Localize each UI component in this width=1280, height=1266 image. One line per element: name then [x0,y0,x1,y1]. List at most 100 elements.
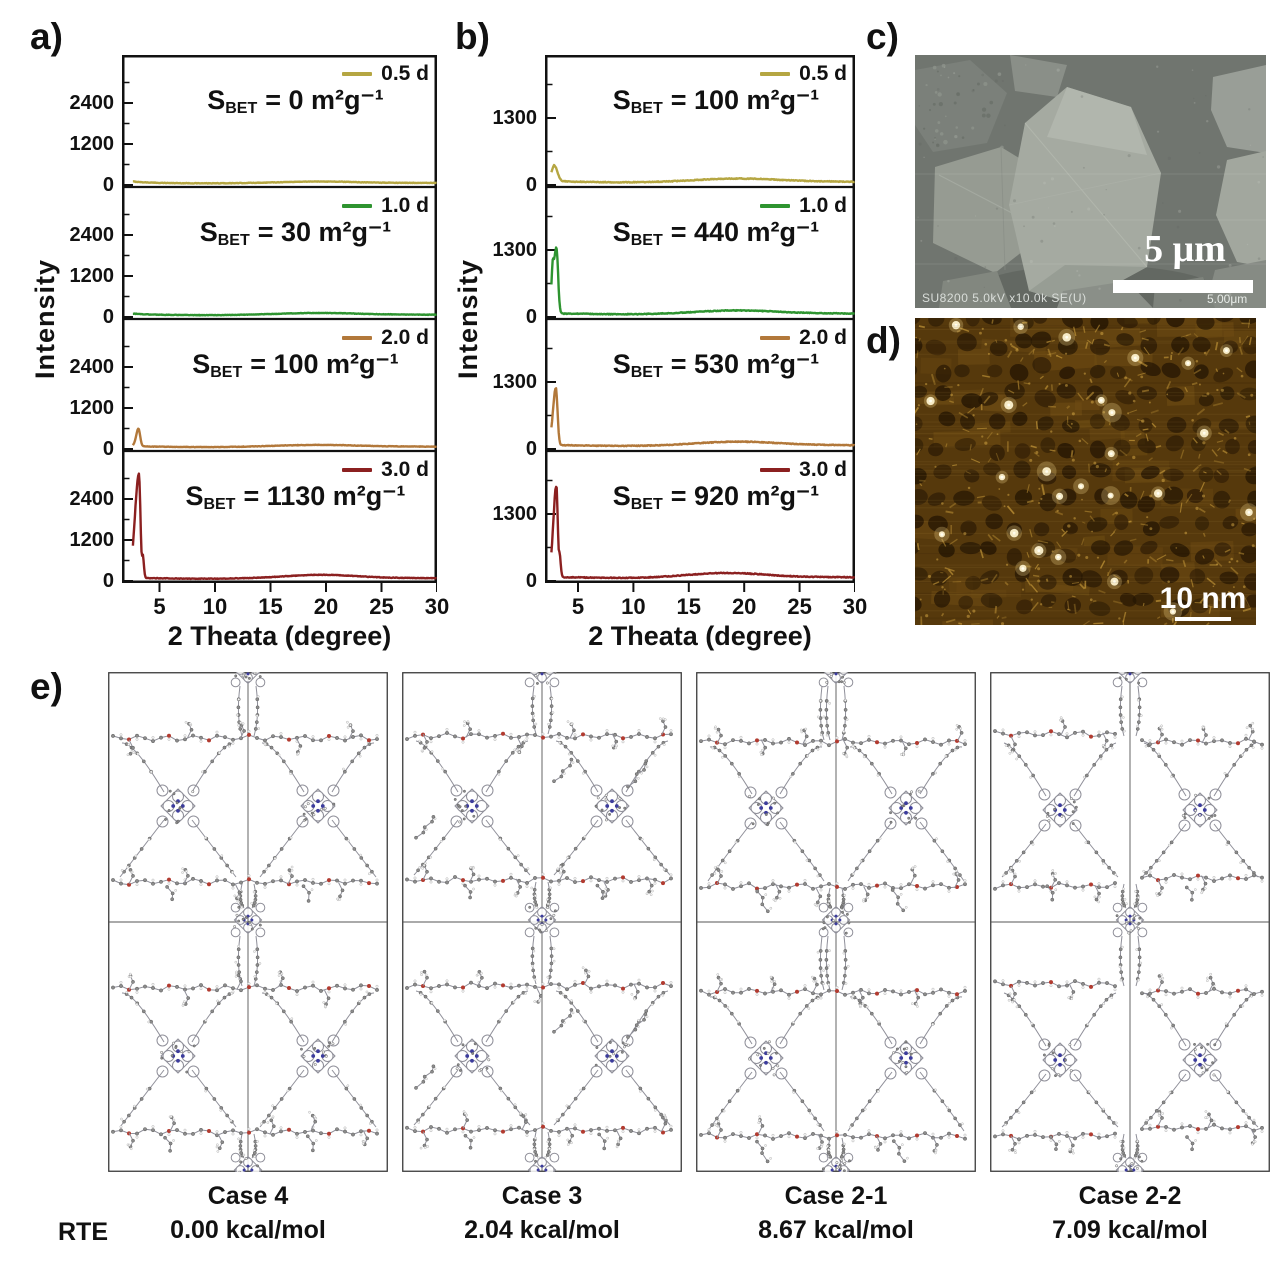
sbet-value: = 1130 m²g⁻¹ [243,481,406,511]
y-axis-label: Intensity [30,258,60,380]
structure-case-4 [108,652,388,1188]
y-tick-label: 0 [102,570,114,592]
sbet-value: = 530 m²g⁻¹ [670,349,820,379]
legend-label: 0.5 d [799,62,847,85]
sbet-annotation: SBET = 100 m²g⁻¹ [158,349,433,382]
y-tick-label: 1200 [69,397,115,419]
structure-case-3 [402,652,682,1188]
stm-image: 10 nm [897,301,1275,631]
y-tick-label: 1300 [492,107,538,129]
sbet-s: S [199,217,218,247]
legend-swatch [342,72,373,76]
x-tick-label: 15 [676,594,702,619]
sem-scale-bar [1113,280,1253,293]
stm-scale-text: 10 nm [1159,582,1247,615]
sbet-annotation: SBET = 0 m²g⁻¹ [158,85,433,118]
x-tick-label: 25 [369,594,394,619]
x-tick-label: 20 [313,594,339,619]
x-tick-label: 30 [842,594,868,619]
xrd-plot-area [122,55,438,602]
stm-svg [897,301,1275,631]
x-tick-label: 20 [731,594,757,619]
x-tick-label: 5 [153,594,166,619]
sbet-value: = 100 m²g⁻¹ [670,85,820,115]
sbet-value: = 0 m²g⁻¹ [265,85,384,115]
y-tick-label: 0 [525,306,537,328]
legend-swatch [760,468,791,472]
xrd-curve-3.0 d [131,472,438,581]
xrd-curve-1.0 d [132,311,438,317]
sbet-value: = 100 m²g⁻¹ [250,349,399,379]
sbet-s: S [192,349,211,379]
sbet-annotation: SBET = 530 m²g⁻¹ [581,349,851,382]
legend-swatch [760,204,791,208]
sbet-s: S [207,85,226,115]
sbet-sub: BET [630,100,663,117]
sbet-annotation: SBET = 100 m²g⁻¹ [581,85,851,118]
sem-info-right: 5.00μm [1207,292,1248,306]
sem-svg [915,55,1266,315]
case-energy: 8.67 kcal/mol [758,1216,914,1244]
legend-label: 0.5 d [381,62,429,85]
legend: 2.0 d [717,326,847,350]
y-tick-label: 0 [102,174,114,196]
sbet-value: = 440 m²g⁻¹ [670,217,820,247]
structure-svg [696,652,976,1188]
sem-image: 5 μm SU8200 5.0kV x10.0k SE(U) 5.00μm [915,55,1266,315]
y-tick-label: 0 [525,438,537,460]
xrd-curve-0.5 d [132,180,438,185]
legend-label: 3.0 d [799,458,847,481]
legend-swatch [342,204,373,208]
sbet-value: = 920 m²g⁻¹ [670,481,820,511]
sbet-sub: BET [217,232,250,249]
sbet-sub: BET [630,232,663,249]
legend: 1.0 d [299,194,429,218]
legend-label: 2.0 d [799,326,847,349]
sbet-value: = 30 m²g⁻¹ [257,217,392,247]
panel-d-label: d) [866,320,901,361]
sbet-annotation: SBET = 30 m²g⁻¹ [158,217,433,250]
case-energy: 0.00 kcal/mol [170,1216,326,1244]
legend-swatch [342,468,373,472]
stm-scale-bar [1175,617,1231,621]
y-tick-label: 2400 [69,356,115,378]
sbet-s: S [612,481,631,511]
sbet-s: S [185,481,204,511]
xrd-curve-2.0 d [550,387,856,448]
legend-swatch [760,72,791,76]
y-tick-label: 1200 [69,133,115,155]
structure-case-2-2 [990,652,1270,1188]
x-axis-label: 2 Theata (degree) [167,621,392,651]
sem-info-left: SU8200 5.0kV x10.0k SE(U) [922,291,1087,305]
xrd-curve-2.0 d [131,427,438,449]
legend-label: 1.0 d [381,194,429,217]
y-tick-label: 1300 [492,239,538,261]
y-tick-label: 2400 [69,224,115,246]
x-tick-label: 10 [621,594,646,619]
case-name: Case 4 [207,1182,289,1210]
panel-c-label: c) [866,16,899,57]
y-tick-label: 1200 [69,265,115,287]
y-tick-label: 0 [525,174,537,196]
y-tick-label: 1300 [492,371,538,393]
sbet-sub: BET [630,364,663,381]
x-tick-label: 25 [787,594,812,619]
x-tick-label: 15 [258,594,283,619]
structure-svg [990,652,1270,1188]
sbet-annotation: SBET = 1130 m²g⁻¹ [158,481,433,514]
legend-label: 3.0 d [381,458,429,481]
rte-label: RTE [58,1218,108,1246]
legend-swatch [760,336,791,340]
sbet-s: S [612,217,631,247]
y-tick-label: 1300 [492,503,538,525]
xrd-plot-area [545,55,856,602]
legend: 0.5 d [299,62,429,86]
case-energy: 7.09 kcal/mol [1052,1216,1208,1244]
case-name: Case 2-2 [1078,1182,1182,1210]
xrd-curve-1.0 d [550,246,856,316]
y-tick-label: 0 [102,438,114,460]
sbet-s: S [612,85,631,115]
x-axis-label: 2 Theata (degree) [588,621,812,651]
xrd-svg-a [122,55,438,592]
